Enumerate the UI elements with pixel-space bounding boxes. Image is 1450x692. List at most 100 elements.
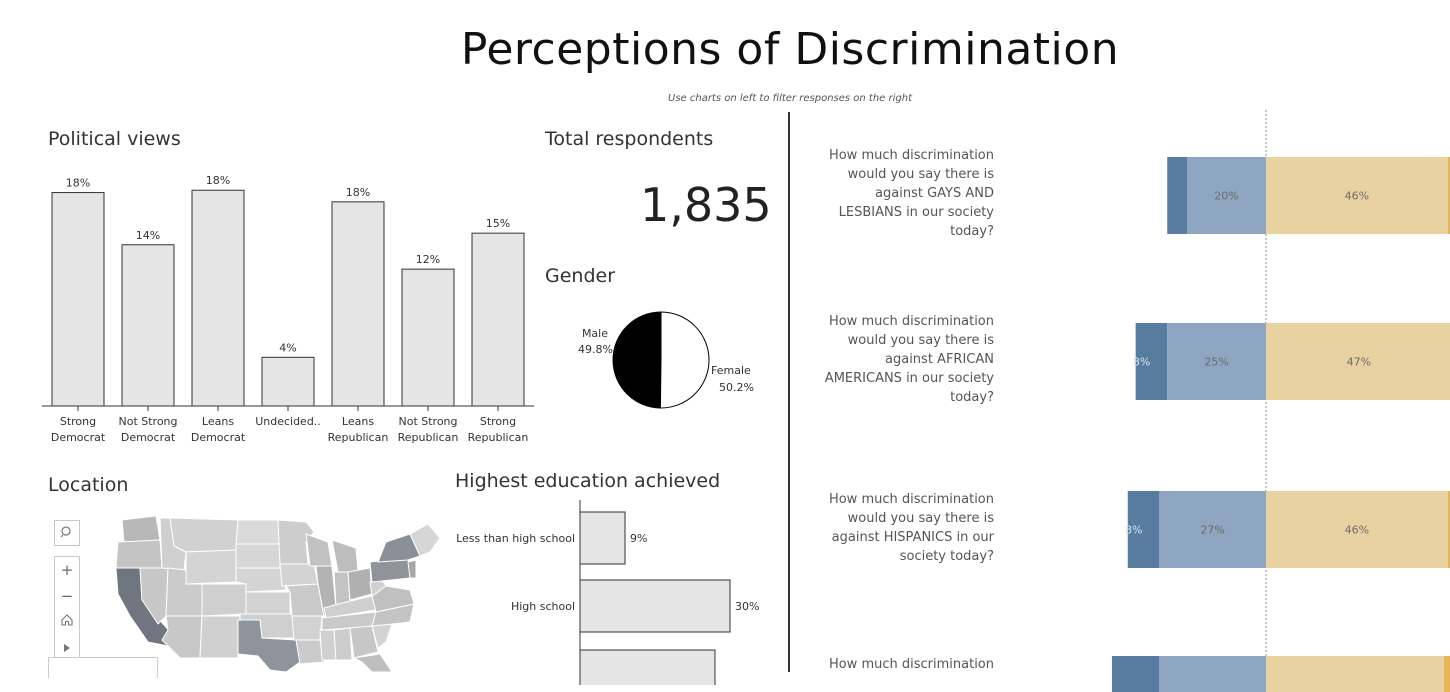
- political-category-2: Leans: [202, 415, 234, 428]
- education-bar-label-1: 30%: [735, 600, 759, 613]
- map-state-new-jersey[interactable]: [407, 559, 417, 579]
- education-bar-2: [579, 649, 716, 685]
- diverging-seg-2-3: [1447, 491, 1450, 568]
- map-state-michigan[interactable]: [331, 539, 359, 573]
- diverging-seg-1-1: [1167, 323, 1266, 400]
- political-category-0: Strong: [60, 415, 96, 428]
- political-bar-2: [191, 189, 245, 407]
- diverging-seg-2-2: [1266, 491, 1448, 568]
- map-state-new-mexico[interactable]: [199, 615, 241, 659]
- education-category-0: Less than high school: [456, 532, 575, 545]
- home-button[interactable]: [55, 609, 79, 635]
- usa-map[interactable]: [110, 512, 450, 672]
- diverging-label-0-2: 46%: [1345, 190, 1369, 203]
- diverging-seg-1-0: [1135, 323, 1168, 400]
- diverging-seg-0-1: [1187, 157, 1266, 234]
- map-state-north-dakota[interactable]: [235, 519, 281, 545]
- political-category-6: Strong: [480, 415, 516, 428]
- map-state-kansas[interactable]: [245, 591, 291, 615]
- diverging-seg-3-3: [1443, 656, 1450, 692]
- education-bar-label-0: 9%: [630, 532, 647, 545]
- political-views-title: Political views: [48, 128, 181, 150]
- education-bar-0: [579, 511, 626, 565]
- play-button[interactable]: [55, 635, 79, 661]
- pie-label-female-value: 50.2%: [719, 381, 754, 394]
- map-state-arizona[interactable]: [161, 615, 203, 659]
- education-title: Highest education achieved: [455, 470, 721, 492]
- map-state-washington[interactable]: [121, 515, 161, 543]
- map-state-new-england[interactable]: [409, 523, 441, 557]
- diverging-seg-3-2: [1266, 656, 1444, 692]
- map-state-arkansas[interactable]: [291, 615, 323, 641]
- panel-divider: [788, 112, 790, 672]
- political-bar-label-6: 15%: [486, 217, 510, 230]
- map-state-wyoming[interactable]: [185, 549, 237, 585]
- political-category-sub-6: Republican: [468, 431, 529, 444]
- map-state-missouri[interactable]: [285, 583, 325, 617]
- map-state-new-york[interactable]: [377, 533, 421, 563]
- diverging-bar-chart[interactable]: 20%46%28%8%25%47%20%8%27%46%18%: [1000, 110, 1450, 692]
- map-search-button[interactable]: [54, 520, 80, 546]
- map-state-florida[interactable]: [352, 653, 393, 672]
- pie-label-female-name: Female: [711, 364, 751, 377]
- zoom-in-button[interactable]: +: [60, 561, 74, 579]
- political-category-sub-5: Republican: [398, 431, 459, 444]
- map-state-mississippi[interactable]: [319, 629, 337, 661]
- dashboard-title: Perceptions of Discrimination: [460, 24, 1120, 75]
- location-title: Location: [48, 474, 129, 496]
- question-african-americans: How much discrimination would you say th…: [824, 314, 994, 405]
- map-state-ohio[interactable]: [347, 567, 373, 601]
- question-gays-lesbians: How much discrimination would you say th…: [828, 148, 994, 239]
- education-chart[interactable]: Less than high school 9% High school 30%: [440, 500, 780, 685]
- political-bar-label-0: 18%: [66, 177, 90, 190]
- diverging-label-1-2: 47%: [1347, 356, 1371, 369]
- political-bar-3: [261, 356, 315, 407]
- political-category-1: Not Strong: [118, 415, 177, 428]
- pie-slice-female: [659, 311, 710, 409]
- map-state-iowa[interactable]: [279, 563, 319, 587]
- play-icon: [64, 644, 70, 652]
- political-category-sub-0: Democrat: [51, 431, 106, 444]
- dashboard-subtitle: Use charts on left to filter responses o…: [668, 93, 912, 104]
- political-bar-4: [331, 201, 385, 407]
- map-state-south-dakota[interactable]: [235, 543, 281, 569]
- political-category-sub-2: Democrat: [191, 431, 246, 444]
- diverging-seg-2-0: [1127, 491, 1160, 568]
- political-category-3: Undecided..: [255, 415, 321, 428]
- map-toolbar-edge: [48, 657, 158, 678]
- diverging-seg-2-1: [1159, 491, 1266, 568]
- diverging-label-1-0: 8%: [1133, 356, 1150, 369]
- diverging-seg-3-1: [1159, 656, 1266, 692]
- map-state-colorado[interactable]: [201, 583, 247, 617]
- home-icon: [61, 614, 73, 626]
- pie-label-male-value: 49.8%: [578, 343, 613, 356]
- political-bar-label-2: 18%: [206, 174, 230, 187]
- diverging-label-0-1: 20%: [1214, 190, 1238, 203]
- map-state-oregon[interactable]: [115, 539, 163, 569]
- map-state-texas[interactable]: [237, 619, 301, 672]
- political-category-5: Not Strong: [398, 415, 457, 428]
- political-bar-6: [471, 232, 525, 407]
- political-bar-1: [121, 244, 175, 407]
- total-respondents-value: 1,835: [640, 178, 772, 232]
- map-state-georgia[interactable]: [349, 625, 379, 659]
- political-category-sub-1: Democrat: [121, 431, 176, 444]
- education-category-1: High school: [511, 600, 575, 613]
- map-state-indiana[interactable]: [333, 571, 351, 607]
- map-state-louisiana[interactable]: [295, 639, 325, 665]
- gender-pie-chart[interactable]: Male 49.8% Female 50.2%: [560, 300, 780, 420]
- map-state-wisconsin[interactable]: [305, 533, 333, 567]
- total-respondents-title: Total respondents: [545, 128, 714, 150]
- pie-slice-male: [612, 311, 662, 409]
- diverging-seg-0-2: [1266, 157, 1448, 234]
- political-views-chart[interactable]: 18% Strong Democrat 14% Not Strong Democrat 18…: [40, 160, 540, 460]
- map-state-alabama[interactable]: [333, 627, 353, 661]
- political-bar-0: [51, 192, 105, 407]
- political-category-4: Leans: [342, 415, 374, 428]
- map-state-montana[interactable]: [169, 517, 239, 553]
- zoom-out-button[interactable]: −: [60, 587, 74, 605]
- diverging-seg-1-2: [1266, 323, 1450, 400]
- diverging-label-1-1: 25%: [1204, 356, 1228, 369]
- pie-label-male-name: Male: [582, 327, 608, 340]
- political-category-sub-4: Republican: [328, 431, 389, 444]
